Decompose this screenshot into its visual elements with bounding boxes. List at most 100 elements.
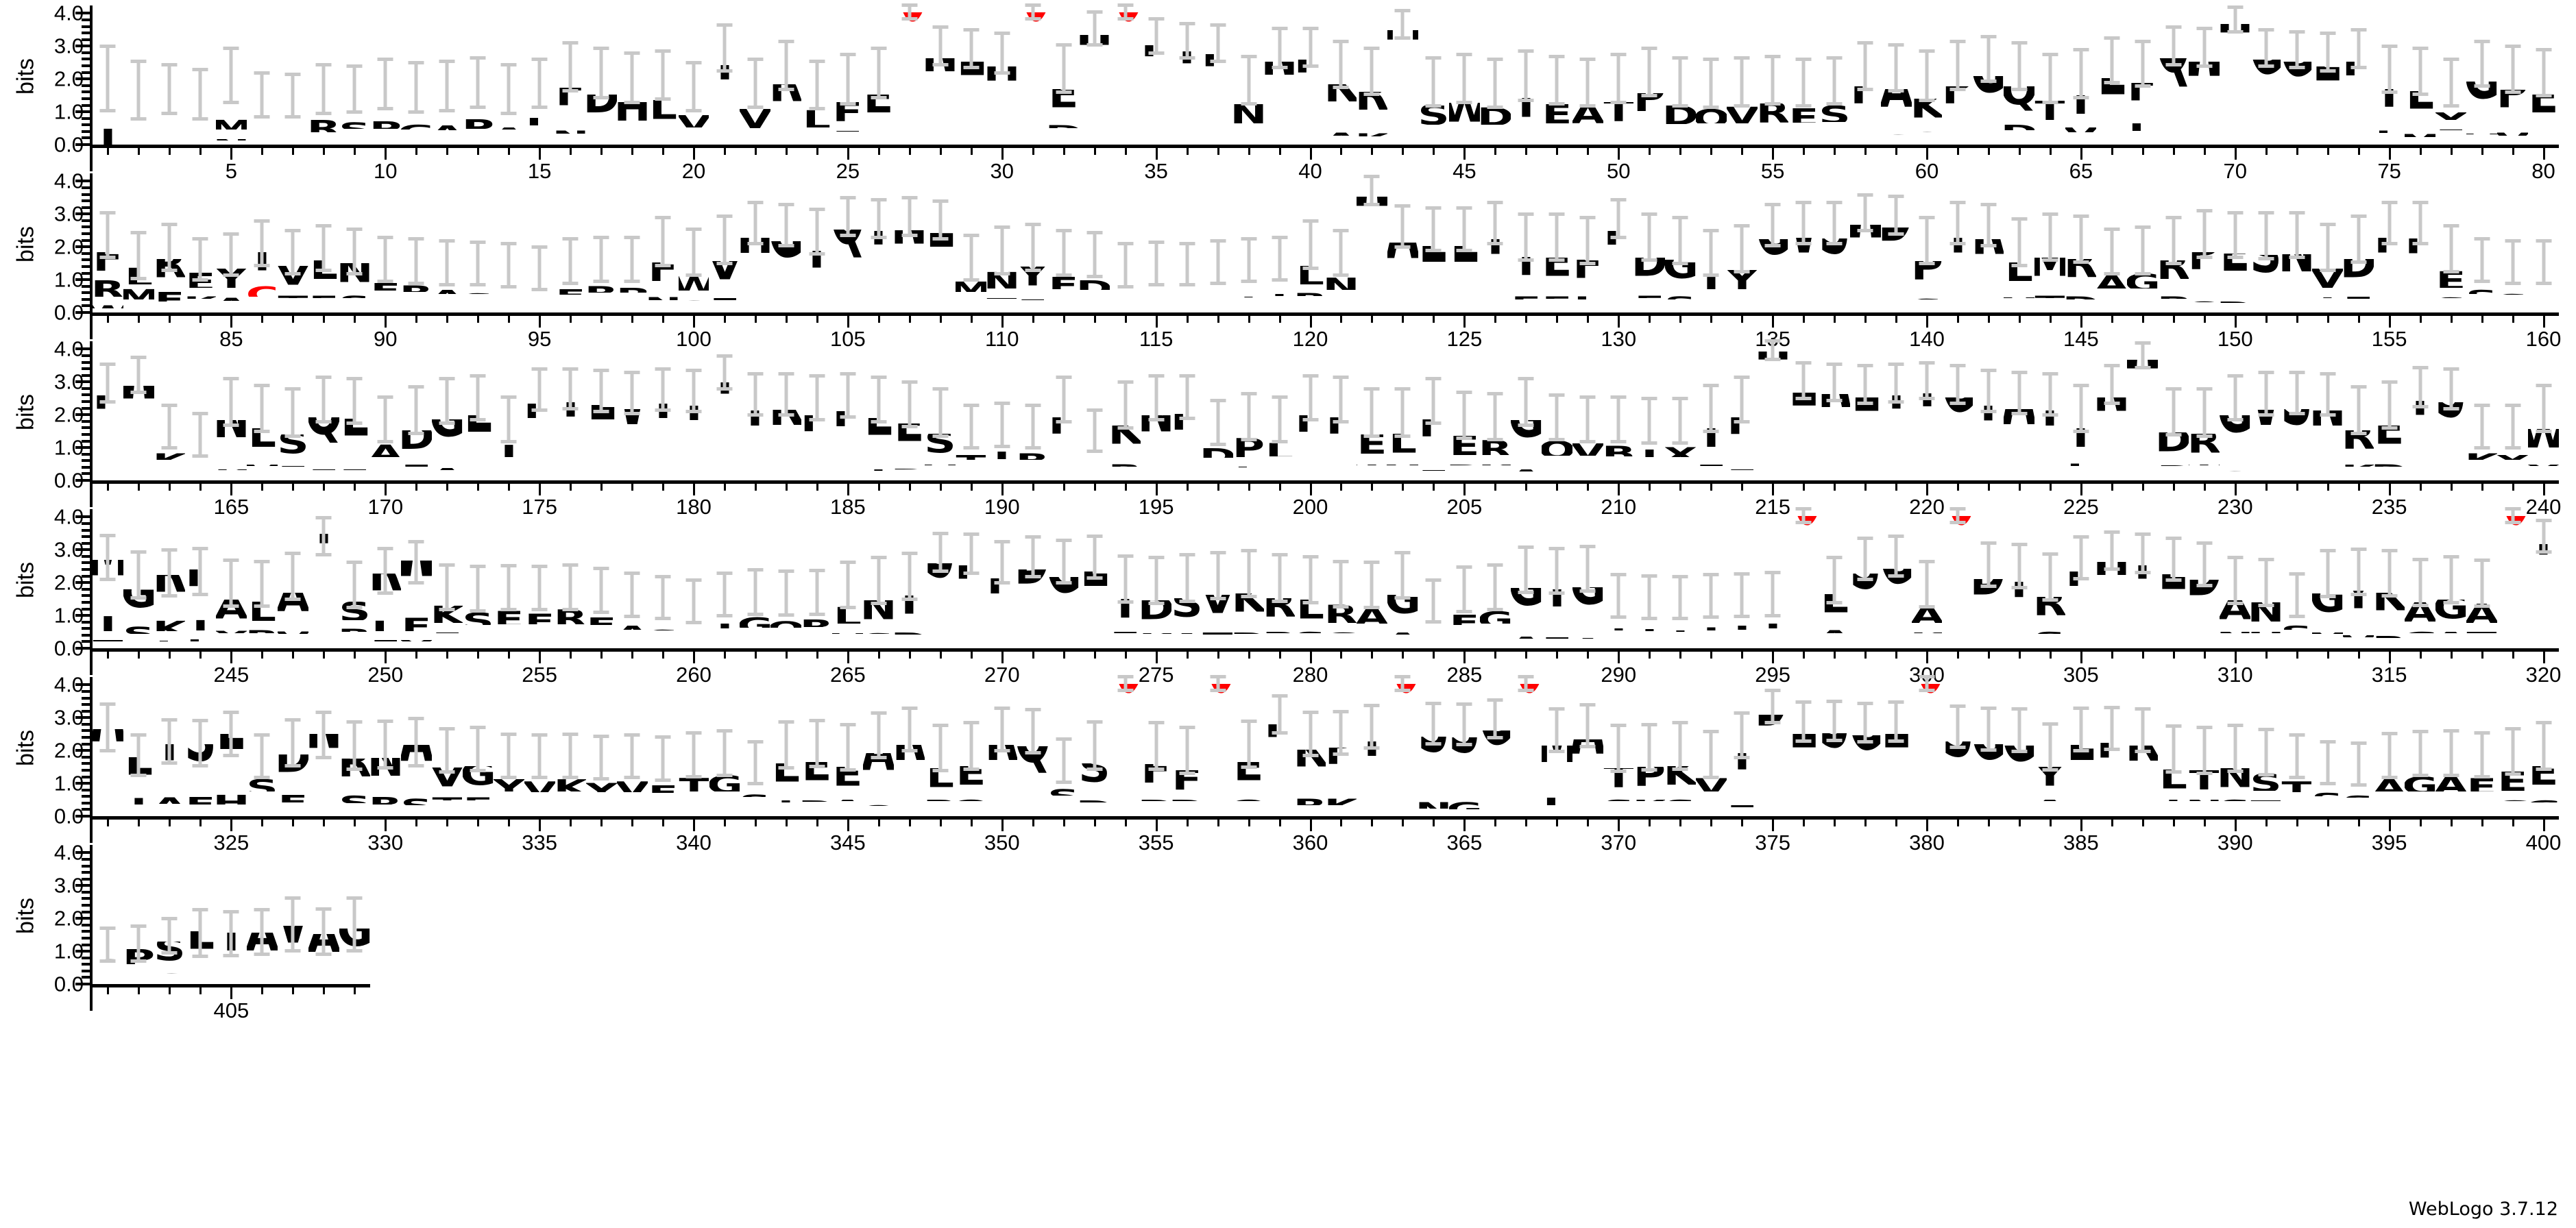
error-bar: [1709, 231, 1713, 275]
error-bar: [2542, 521, 2545, 552]
error-bar-cap: [1919, 216, 1935, 220]
residue-glyph-S: S: [2250, 633, 2281, 642]
x-tick-minor: [1556, 148, 1559, 155]
residue-glyph-Y: Y: [1850, 136, 1881, 142]
error-bar-cap: [1363, 175, 1380, 179]
error-bar-cap: [778, 87, 794, 91]
residue-glyph-P: P: [524, 404, 555, 466]
error-bar-cap: [1795, 397, 1812, 401]
error-bar-cap: [685, 410, 702, 414]
error-bar: [2326, 34, 2330, 72]
logo-stack: GDNS: [1480, 608, 1511, 649]
error-bar: [1616, 397, 1620, 442]
y-tick-labels: 0.0 1.0 2.0 3.0 4.0: [23, 674, 84, 842]
residue-glyph-A: A: [2312, 140, 2343, 145]
x-tick-minor: [1340, 484, 1343, 491]
error-bar-cap: [901, 234, 918, 238]
residue-glyph-A: A: [801, 466, 832, 474]
x-tick-label: 230: [2217, 495, 2253, 519]
residue-glyph-X: X: [555, 791, 586, 801]
x-tick-minor: [2326, 316, 2329, 323]
residue-glyph-A: A: [2435, 475, 2466, 481]
error-bar-cap: [1302, 373, 1318, 378]
x-tick-label: 100: [676, 327, 712, 351]
x-tick-minor: [1494, 484, 1497, 491]
residue-glyph-T: T: [1572, 811, 1603, 817]
residue-glyph-V: V: [925, 801, 956, 810]
logo-stack: SEN: [185, 129, 216, 145]
residue-glyph-I: I: [2127, 131, 2158, 139]
residue-glyph-I: I: [993, 448, 1010, 460]
error-bar-cap: [901, 196, 918, 200]
residue-glyph-E: E: [1387, 474, 1418, 481]
x-tick-minor: [1803, 820, 1806, 826]
logo-stack: AVS: [2004, 409, 2034, 481]
error-bar-cap: [2443, 103, 2459, 108]
y-tick-label: 1.0: [53, 771, 84, 796]
residue-glyph-V: V: [1665, 457, 1696, 466]
residue-glyph-R: R: [1233, 801, 1264, 810]
logo-stack: LVIA: [832, 606, 863, 649]
error-bar-cap: [1487, 58, 1503, 62]
x-tick-label: 405: [213, 998, 250, 1022]
residue-glyph-S: S: [1418, 637, 1449, 643]
error-bar-cap: [1610, 100, 1627, 104]
residue-glyph-S: S: [740, 310, 770, 313]
error-bar-cap: [1888, 400, 1904, 404]
error-bar: [1771, 690, 1775, 724]
error-bar-cap: [1425, 578, 1442, 582]
residue-glyph-S: S: [1819, 733, 1850, 805]
error-bar-cap: [315, 376, 332, 380]
residue-glyph-S: S: [956, 460, 986, 468]
x-tick-minor: [107, 820, 110, 826]
residue-glyph-S: S: [2096, 476, 2127, 481]
error-bar-cap: [2443, 554, 2459, 558]
residue-glyph-N: N: [894, 643, 925, 649]
residue-glyph-G: G: [1943, 397, 1973, 469]
x-tick-minor: [446, 820, 449, 826]
y-tick-label: 3.0: [53, 34, 84, 58]
residue-glyph-A: A: [2220, 471, 2250, 478]
error-bar: [630, 372, 634, 414]
error-bar-cap: [2011, 41, 2028, 45]
error-bar-cap: [1857, 537, 1873, 541]
residue-glyph-S: S: [1572, 140, 1603, 145]
x-tick-major: [1309, 820, 1312, 831]
residue-glyph-M: M: [278, 142, 308, 145]
residue-glyph-E: E: [463, 789, 494, 800]
logo-stack: C: [1943, 516, 1973, 649]
x-tick-minor: [508, 652, 511, 659]
error-bar-cap: [439, 421, 455, 426]
error-bar-cap: [192, 546, 208, 550]
residue-glyph-M: M: [1295, 642, 1326, 649]
logo-stack: ESDT: [2435, 270, 2466, 313]
error-bar-cap: [2196, 771, 2213, 775]
residue-glyph-F: F: [401, 614, 432, 631]
x-tick-minor: [570, 652, 572, 659]
logo-stack: EDQK: [2374, 426, 2405, 481]
x-tick-minor: [1340, 652, 1343, 659]
logo-stack: NTKR: [986, 271, 1017, 313]
logo-stack: GASV: [2435, 600, 2466, 649]
x-tick-major: [385, 484, 387, 495]
x-axis-ticks: [0, 148, 2576, 160]
residue-glyph-Y: Y: [339, 129, 370, 136]
residue-glyph-S: S: [401, 475, 432, 481]
error-bar-cap: [531, 776, 548, 780]
residue-glyph-A: A: [463, 302, 494, 308]
residue-glyph-E: E: [216, 983, 247, 985]
error-bar-cap: [1210, 688, 1226, 692]
residue-glyph-G: G: [2528, 791, 2559, 802]
error-bar-cap: [1333, 86, 1349, 90]
residue-glyph-G: G: [278, 634, 308, 643]
x-tick-minor: [1093, 148, 1096, 155]
x-tick-minor: [354, 652, 356, 659]
error-bar: [2542, 386, 2545, 432]
logo-stack: LIFM: [1264, 440, 1295, 481]
residue-glyph-D: D: [370, 307, 401, 313]
x-tick-minor: [2111, 820, 2113, 826]
error-bar: [1278, 555, 1282, 602]
logo-stack: FVYL: [1850, 86, 1881, 145]
error-bar-cap: [2135, 365, 2151, 369]
x-tick-minor: [631, 148, 634, 155]
